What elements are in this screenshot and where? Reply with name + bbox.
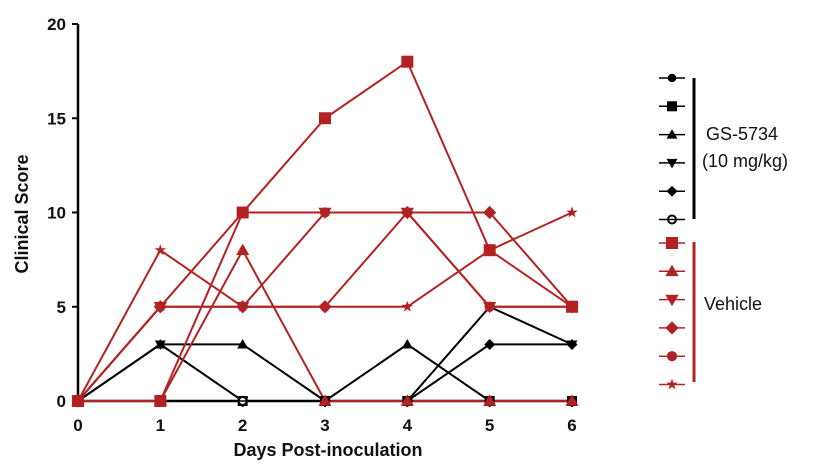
x-tick-label: 3 [320,416,329,435]
y-tick-label: 10 [47,204,66,223]
data-point-s5-x5 [484,338,496,350]
x-tick-label: 5 [485,416,494,435]
data-point-s3-x2 [237,338,249,349]
data-point-s11-x3 [319,207,331,218]
legend-label-gs5734-line1: GS-5734 [706,124,778,144]
legend-marker-12 [666,378,678,390]
data-point-s7-x4 [401,55,414,68]
y-axis-ticks: 0 5 10 15 20 [47,15,78,411]
series-markers [71,55,579,408]
data-point-s8-x4 [400,394,414,406]
legend-marker-5 [666,185,678,197]
data-point-s10-x5 [483,205,497,220]
data-point-s12-x4 [401,300,413,312]
x-axis-title: Days Post-inoculation [233,440,422,460]
data-point-s8-x2 [236,243,250,255]
y-tick-label: 20 [47,15,66,34]
data-point-s11-x2 [237,207,248,218]
legend-marker-9 [665,294,679,307]
y-tick-label: 15 [47,109,66,128]
series-line-5 [78,343,572,402]
data-point-s7-x3 [319,112,331,125]
data-point-s11-x5 [484,301,495,312]
series-line-3 [77,343,572,403]
data-point-s12-x5 [484,244,496,256]
data-point-s12-x2 [237,300,249,312]
data-point-s8-x1 [153,394,167,406]
data-point-s8-x5 [483,394,497,406]
y-tick-label: 0 [57,392,66,411]
legend-marker-3 [666,129,678,139]
data-point-s12-x0 [72,395,84,406]
data-point-s11-x1 [155,301,166,312]
data-point-s12-x6 [566,206,578,218]
x-tick-label: 1 [156,416,165,435]
x-tick-label: 2 [238,416,247,435]
data-point-s11-x4 [402,207,413,218]
data-point-s12-x3 [319,300,331,312]
y-axis-title: Clinical Score [12,154,32,273]
legend: GS-5734 (10 mg/kg) Vehicle [659,73,788,390]
legend-marker-4 [666,158,678,169]
data-point-s4-x1 [154,340,166,350]
legend-marker-8 [665,264,679,277]
y-tick-label: 5 [57,298,66,317]
data-point-s8-x6 [565,394,579,406]
data-point-s11-x6 [566,301,578,312]
legend-label-vehicle: Vehicle [704,294,762,314]
legend-marker-2 [667,101,677,112]
series-line-8 [78,248,572,402]
data-point-s3-x4 [401,338,413,349]
series-line-4 [77,305,573,402]
x-tick-label: 4 [403,416,413,435]
data-point-s8-x3 [318,394,332,406]
legend-label-gs5734-line2: (10 mg/kg) [702,151,788,171]
data-point-s12-x1 [154,244,166,256]
legend-entries [659,73,685,390]
data-point-s5-x6 [566,338,578,350]
x-tick-label: 6 [567,416,576,435]
legend-marker-10 [665,321,679,335]
x-tick-label: 0 [73,416,82,435]
legend-marker-11 [666,351,678,362]
legend-marker-1 [667,73,677,83]
legend-marker-7 [666,237,678,249]
